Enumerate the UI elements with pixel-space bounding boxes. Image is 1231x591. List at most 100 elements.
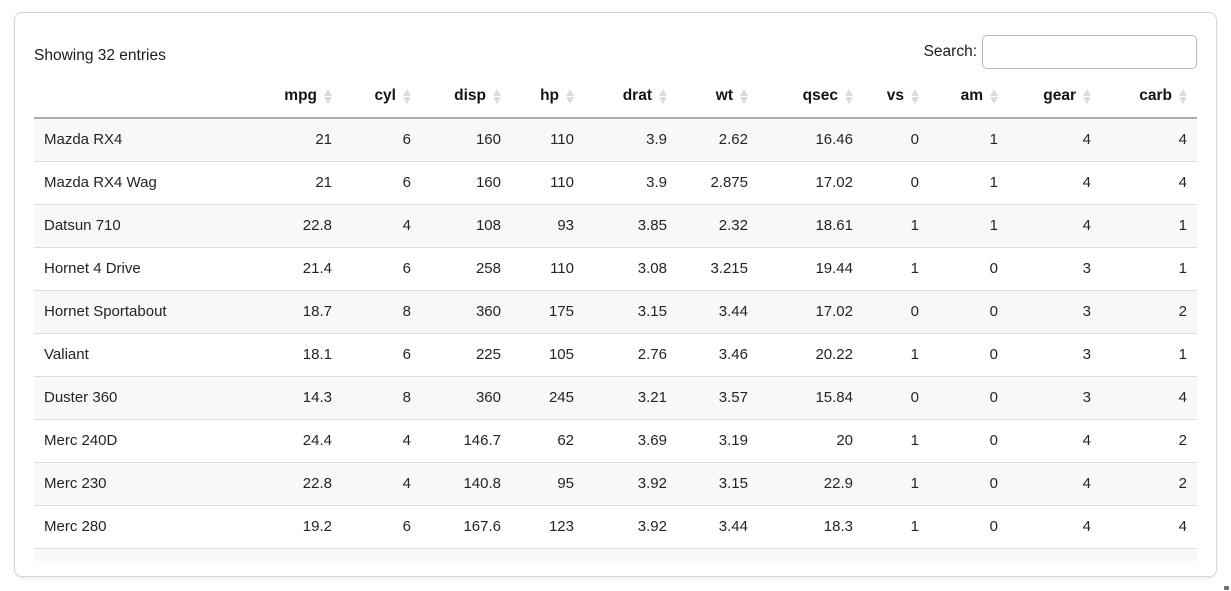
column-header-qsec[interactable]: qsec [758, 79, 863, 119]
table-row: Valiant 18.1 6 225 105 2.76 3.46 20.22 1 0 3 1 [34, 333, 1197, 377]
column-label: cyl [374, 87, 396, 104]
cell-disp: 167.6 [421, 549, 511, 562]
cell-am: 0 [989, 389, 998, 406]
cell-hp: 123 [511, 549, 584, 562]
cell-vs: 0 [910, 303, 919, 320]
cell-vs: 1 [910, 432, 919, 449]
column-header-content: gear [1043, 87, 1091, 105]
cell-gear: 3 [1082, 389, 1091, 406]
cell-hp: 123 [548, 518, 574, 535]
column-header-rowname [34, 79, 244, 119]
cell-drat: 3.69 [637, 432, 667, 449]
row-name-cell: Merc 240D [44, 432, 118, 449]
search-input[interactable] [982, 35, 1197, 69]
cell-qsec: 22.9 [823, 475, 853, 492]
cell-vs: 1 [910, 346, 919, 363]
table-row: Mazda RX4 Wag 21 6 160 110 3.9 2.875 17.02 0 1 4 4 [34, 161, 1197, 205]
column-label: gear [1043, 87, 1076, 104]
row-name-cell: Hornet 4 Drive [44, 260, 141, 277]
cell-wt: 2.62 [718, 131, 748, 148]
cell-drat: 3.85 [637, 217, 667, 234]
column-header-mpg[interactable]: mpg [244, 79, 342, 119]
column-header-content: am [961, 87, 998, 105]
table-header-row: mpg cyl disp hp drat wt qsec vs am gear carb [34, 79, 1197, 119]
cell-mpg: 19.2 [302, 518, 332, 535]
table-row: Mazda RX4 21 6 160 110 3.9 2.62 16.46 0 1 4 4 [34, 118, 1197, 162]
cell-wt: 3.44 [718, 518, 748, 535]
cell-hp: 110 [550, 131, 574, 148]
column-header-cyl[interactable]: cyl [342, 79, 421, 119]
cell-carb: 2 [1178, 475, 1187, 492]
cell-am: 0 [929, 549, 1008, 562]
column-header-vs[interactable]: vs [863, 79, 929, 119]
sort-icon [1178, 89, 1187, 104]
cell-drat: 3.9 [646, 174, 667, 191]
cell-drat: 3.92 [584, 549, 677, 562]
cell-wt: 2.32 [718, 217, 748, 234]
cell-mpg: 22.8 [302, 217, 332, 234]
cell-cyl: 6 [342, 549, 421, 562]
cell-gear: 4 [1008, 549, 1101, 562]
cell-am: 1 [989, 174, 998, 191]
cell-mpg: 22.8 [302, 475, 332, 492]
search-control: Search: [924, 35, 1197, 69]
cell-mpg: 21.4 [302, 260, 332, 277]
table-row: Merc 280 19.2 6 167.6 123 3.92 3.44 18.3 1 0 4 4 [34, 505, 1197, 549]
column-header-content: hp [540, 87, 574, 105]
column-label: drat [622, 87, 652, 104]
cell-gear: 3 [1082, 260, 1091, 277]
cell-hp: 95 [557, 475, 574, 492]
table-row: Duster 360 14.3 8 360 245 3.21 3.57 15.84 0 0 3 4 [34, 376, 1197, 420]
cell-carb: 4 [1178, 174, 1187, 191]
table-row: Hornet Sportabout 18.7 8 360 175 3.15 3.44 17.0… [34, 290, 1197, 334]
cell-gear: 4 [1082, 475, 1091, 492]
cell-drat: 3.92 [637, 475, 667, 492]
cell-drat: 3.15 [637, 303, 667, 320]
sort-icon [565, 89, 574, 104]
cell-carb: 4 [1178, 518, 1187, 535]
column-header-content: qsec [803, 87, 853, 105]
cell-gear: 4 [1082, 217, 1091, 234]
cell-am: 1 [989, 217, 998, 234]
cell-gear: 4 [1082, 432, 1091, 449]
cell-hp: 105 [548, 346, 574, 363]
column-header-disp[interactable]: disp [421, 79, 511, 119]
column-header-content: vs [887, 87, 919, 105]
cell-hp: 93 [557, 217, 574, 234]
cell-mpg: 24.4 [302, 432, 332, 449]
sort-icon [323, 89, 332, 104]
column-header-content: wt [716, 87, 748, 105]
cell-disp: 258 [475, 260, 501, 277]
cell-vs: 0 [910, 131, 919, 148]
column-header-gear[interactable]: gear [1008, 79, 1101, 119]
column-header-wt[interactable]: wt [677, 79, 758, 119]
cell-wt: 3.15 [718, 475, 748, 492]
cell-drat: 3.08 [637, 260, 667, 277]
column-header-am[interactable]: am [929, 79, 1008, 119]
sort-icon [1082, 89, 1091, 104]
cell-disp: 225 [475, 346, 501, 363]
cell-vs: 1 [910, 518, 919, 535]
cell-am: 0 [989, 303, 998, 320]
row-name-cell: Datsun 710 [44, 217, 121, 234]
cell-carb: 4 [1101, 549, 1197, 562]
cell-qsec: 15.84 [815, 389, 853, 406]
cell-disp: 360 [475, 303, 501, 320]
cell-wt: 3.57 [718, 389, 748, 406]
sort-icon [658, 89, 667, 104]
cell-mpg: 17.8 [244, 549, 342, 562]
cell-am: 0 [989, 475, 998, 492]
sort-icon [989, 89, 998, 104]
cell-mpg: 21 [315, 131, 332, 148]
cell-am: 0 [989, 432, 998, 449]
data-table: mpg cyl disp hp drat wt qsec vs am gear carb Mazda… [34, 79, 1197, 561]
cell-carb: 1 [1178, 260, 1187, 277]
cell-disp: 360 [475, 389, 501, 406]
column-label: hp [540, 87, 559, 104]
cell-qsec: 18.9 [758, 549, 863, 562]
column-header-drat[interactable]: drat [584, 79, 677, 119]
column-header-hp[interactable]: hp [511, 79, 584, 119]
cell-qsec: 17.02 [815, 303, 853, 320]
column-header-carb[interactable]: carb [1101, 79, 1197, 119]
